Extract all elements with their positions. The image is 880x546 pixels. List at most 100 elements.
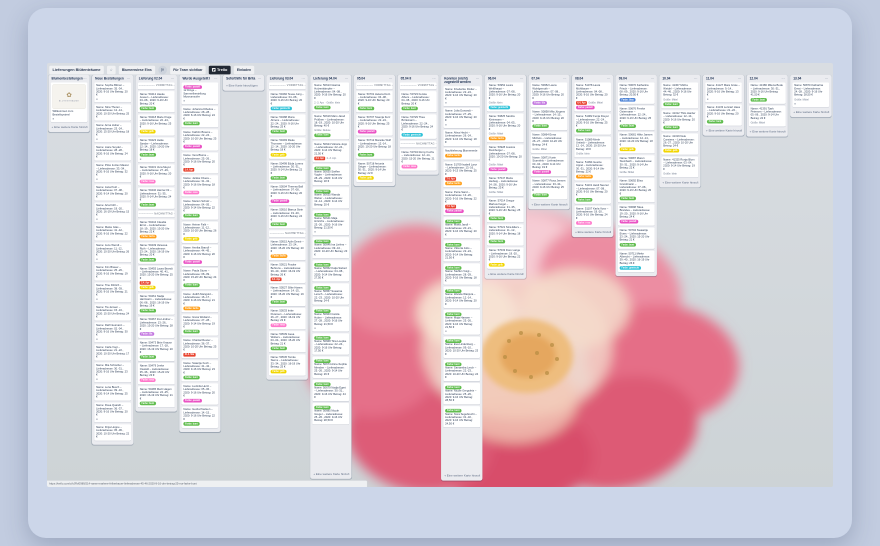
card[interactable]: Name: 50877 Rosa Jensen – Lieferadresse:… [530,177,568,200]
card[interactable]: Name: 50510 Bianca Stein – Lieferadresse… [268,207,306,229]
card[interactable]: Name: 50681 Hilke Jansen – Lieferadresse… [617,132,655,154]
card[interactable]: Farbe: bunt Name: Steffen Voigt – Liefera… [443,263,481,285]
card[interactable]: Name: 51078 Laura Mühlbauer – Lieferadre… [574,82,612,112]
add-card-button[interactable]: + Eine weitere Karte hinzufügen [706,129,742,133]
card[interactable]: Name: 41127 Mara Grote – Lieferadresse: … [705,82,742,103]
card[interactable]: Name: 50698 Talea Brandes – Lieferadress… [617,204,655,226]
card[interactable]: Name: 50539 Gesa Wolters – Lieferadresse… [268,331,306,353]
card[interactable]: Name: 50461 Nadja Hartmann – Lieferadres… [137,293,175,315]
card[interactable]: Name: 50870 Katharina Ernst – Lieferadre… [792,82,830,108]
add-card-button[interactable]: + Eine weitere Karte hinzufügen [749,130,786,134]
list-menu-icon[interactable]: ··· [650,77,654,81]
card[interactable]: Farbe: bunt Name: Maria Jandl – Lieferadr… [443,217,481,239]
card[interactable]: Name: 41312 Thilo Harder – Lieferadresse… [661,110,699,132]
card[interactable]: Name: 50928 Jessica Kleinberger – Liefer… [486,144,524,174]
add-card-button[interactable]: + Eine weitere Karte hinzufügen [487,272,524,276]
invite-button[interactable]: Einladen [233,65,255,75]
card[interactable]: Name: 50482 Tessa Jung – Lieferadresse: … [268,91,306,113]
list-menu-icon[interactable]: ··· [170,77,174,81]
board-title[interactable]: Lieferungen Blütenträume [49,65,104,75]
list-title[interactable]: Soforthilfe für Brita [226,77,256,81]
card[interactable]: Name: 50473 Birte Krause – Lieferadresse… [137,339,175,362]
card[interactable]: Name: 50527 Silke Harms – Lieferadresse:… [268,284,306,307]
card[interactable]: Name: 50718 Antonia Geiger – Lieferadres… [356,160,393,183]
list-title[interactable]: 10.04 [662,77,671,81]
card[interactable]: Name: 41325 Ronja Blum – Lieferadresse: … [661,156,699,178]
card[interactable]: Name: Greta Weiland – Lieferadresse: 27.… [181,314,219,336]
list-title[interactable]: Neue Bestellungen [95,77,124,81]
card[interactable]: Name: Marion Scholz – Lieferadresse: 04.… [181,198,219,220]
card[interactable]: Name: 50515 Aylin Demir – Lieferadresse:… [268,238,306,261]
list-menu-icon[interactable]: ··· [214,77,218,81]
list-title[interactable]: 13.04 [793,77,802,81]
card[interactable]: Name: 51101 Heidi Neuner – Lieferadresse… [574,182,612,204]
card[interactable]: Name: 50521 Frauke Behrens – Lieferadres… [268,262,306,283]
list-menu-icon[interactable]: ··· [519,77,523,81]
add-card-button[interactable]: + Eine weitere Karte hinzufügen [313,472,349,476]
list-title[interactable]: Lieferung 02.04 [138,77,163,81]
card[interactable]: ✿ BLÜTENTRÄUME Willkommen zum Bestellsyste… [50,82,88,123]
card[interactable]: Name: Paula Sturm – Lieferadresse: 08.-0… [181,267,219,290]
card[interactable]: Name: 50670 Katharina Frisch – Lieferadr… [617,82,655,104]
card[interactable]: Farbe: bunt Name: 50663 Carola Huber – Li… [312,306,350,332]
card[interactable]: Name: 50707 Swenja Kurz – Lieferadresse:… [356,114,393,136]
card[interactable]: Name: 51107 Karla Voss – Lieferadresse: … [574,205,612,228]
card[interactable]: Name: Lena Busch – Lieferadresse: 09.-10… [94,384,132,401]
list-title[interactable]: 12.04 [749,77,758,81]
card[interactable]: Name: Jens Wendt – Lieferadresse: 11.-12… [94,242,132,263]
list-menu-icon[interactable]: ··· [432,77,436,81]
card[interactable]: Farbe: bunt Name: 50679 Nadja Egert – Lie… [312,379,350,402]
list-title[interactable]: Lieferung 03.04 [269,77,294,81]
list-menu-icon[interactable]: ··· [257,77,262,81]
separator-card[interactable]: ––––––––– NACHMITTAG ––––––––– [268,230,306,238]
card[interactable]: Name: 50825 Sandra Kleinmann – Lieferadr… [486,113,524,143]
card[interactable]: Name: 50431 Vera Meyer – Lieferadresse: … [137,164,175,186]
separator-card[interactable]: –––––––––– VORMITTAG –––––––––– [268,82,306,90]
list-title[interactable]: 06.04 [487,77,496,81]
list-menu-icon[interactable]: ··· [83,77,87,81]
card[interactable]: Name: Swantje Koch – Lieferadresse: 41.-… [181,360,219,382]
member-avatar[interactable]: ju [158,65,167,75]
card[interactable]: Name: Julia Donandt – Lieferadresse: 27.… [443,107,481,128]
card[interactable]: Name: 57021 Sina Eilers – Lieferadresse:… [486,224,524,246]
visibility-button[interactable]: Für Team sichtbar [170,65,206,75]
card[interactable]: Name: 50412 Hauke Jessen – Lieferadresse… [137,91,175,113]
card[interactable]: Farbe: bunt Name: 50668 Tina Loepke – Lie… [312,333,350,355]
card[interactable]: Name: 51094 Gesine Appel – Lieferadresse… [574,159,612,181]
card[interactable]: Name: Kathrin Brauns – Lieferadresse: 22… [181,129,219,151]
card[interactable]: Name: 50952 Laura Weißhaupt – Lieferadre… [486,82,524,112]
add-card-button[interactable]: + Eine weitere Karte hinzufügen [51,125,88,129]
card[interactable]: Farbe: bunt Name: 50674 Anne-Sophie Mende… [312,356,350,378]
card[interactable]: Name: 50449 Vanessa Roth – Lieferadresse… [137,242,175,264]
card[interactable]: Name: 41307 Micha Weidel – Lieferadresse… [661,82,699,109]
star-button[interactable]: ☆ [106,65,116,75]
card[interactable]: Name: Anna Huber – Lieferadresse: 23.-24… [94,122,132,143]
list-menu-icon[interactable]: ··· [825,77,829,81]
card[interactable]: Farbe: bunt Name: 50635 Wanda Weber – Lie… [312,187,350,209]
card[interactable]: Name: 50723 Femke Albers – Lieferadresse… [399,91,437,113]
list-title[interactable]: 05.04 [356,77,365,81]
card[interactable]: Name: 50729 Thea Brinkmann – Lieferadres… [399,114,437,139]
list-title[interactable]: 07.04 [531,77,540,81]
card[interactable]: Name: 50545 Tomke Siems – Lieferadresse:… [268,354,306,376]
card[interactable]: Name: 57014 Gregor Markus Feigel – Liefe… [486,197,524,223]
card[interactable]: Name: Ludmila Hertz – Lieferadresse: 05.… [181,383,219,405]
card[interactable]: Farbe: bunt Name: 50657 Susanna Lersch – … [312,283,350,305]
card[interactable]: Name: 50704 Swaantje Evers – Lieferadres… [617,227,655,249]
list-title[interactable]: Lieferung 04.04 [313,77,337,81]
card[interactable]: Farbe: bunt Name: Wanda Wanjura – Liefera… [443,286,481,308]
card[interactable]: Name: Carla Vogt – Lieferadresse: 21.-22… [94,344,132,361]
add-card-button[interactable]: + Eine weitere Karte hinzufügen [662,181,698,185]
card[interactable]: Name: Nina Thoren – Lieferadresse: 12.-1… [94,104,132,121]
card[interactable]: Farbe: bunt Name: Nora Segebrecht – Liefe… [443,406,481,428]
list-title[interactable]: 11.04 [706,77,714,81]
card[interactable]: Name: 57033 Doro Lange – Lieferadresse: … [486,247,524,269]
list-menu-icon[interactable]: ··· [606,77,611,81]
card[interactable]: Name: 50444 Claudia Ernst – Lieferadress… [137,219,175,241]
card[interactable]: Name: 41386 Milena Bode – Lieferadresse:… [748,82,786,104]
card[interactable]: Name: Finja Hoppe – Lieferadresse: 05.-0… [94,424,132,441]
card[interactable]: Name: 50676 Femke Ostermann – Lieferadre… [617,105,655,131]
list-menu-icon[interactable]: ··· [563,77,567,81]
separator-card[interactable]: –––––––––– VORMITTAG –––––––––– [356,82,393,90]
card[interactable]: Name: Arta Föhl – Lieferadresse: 19.-20.… [94,202,132,223]
